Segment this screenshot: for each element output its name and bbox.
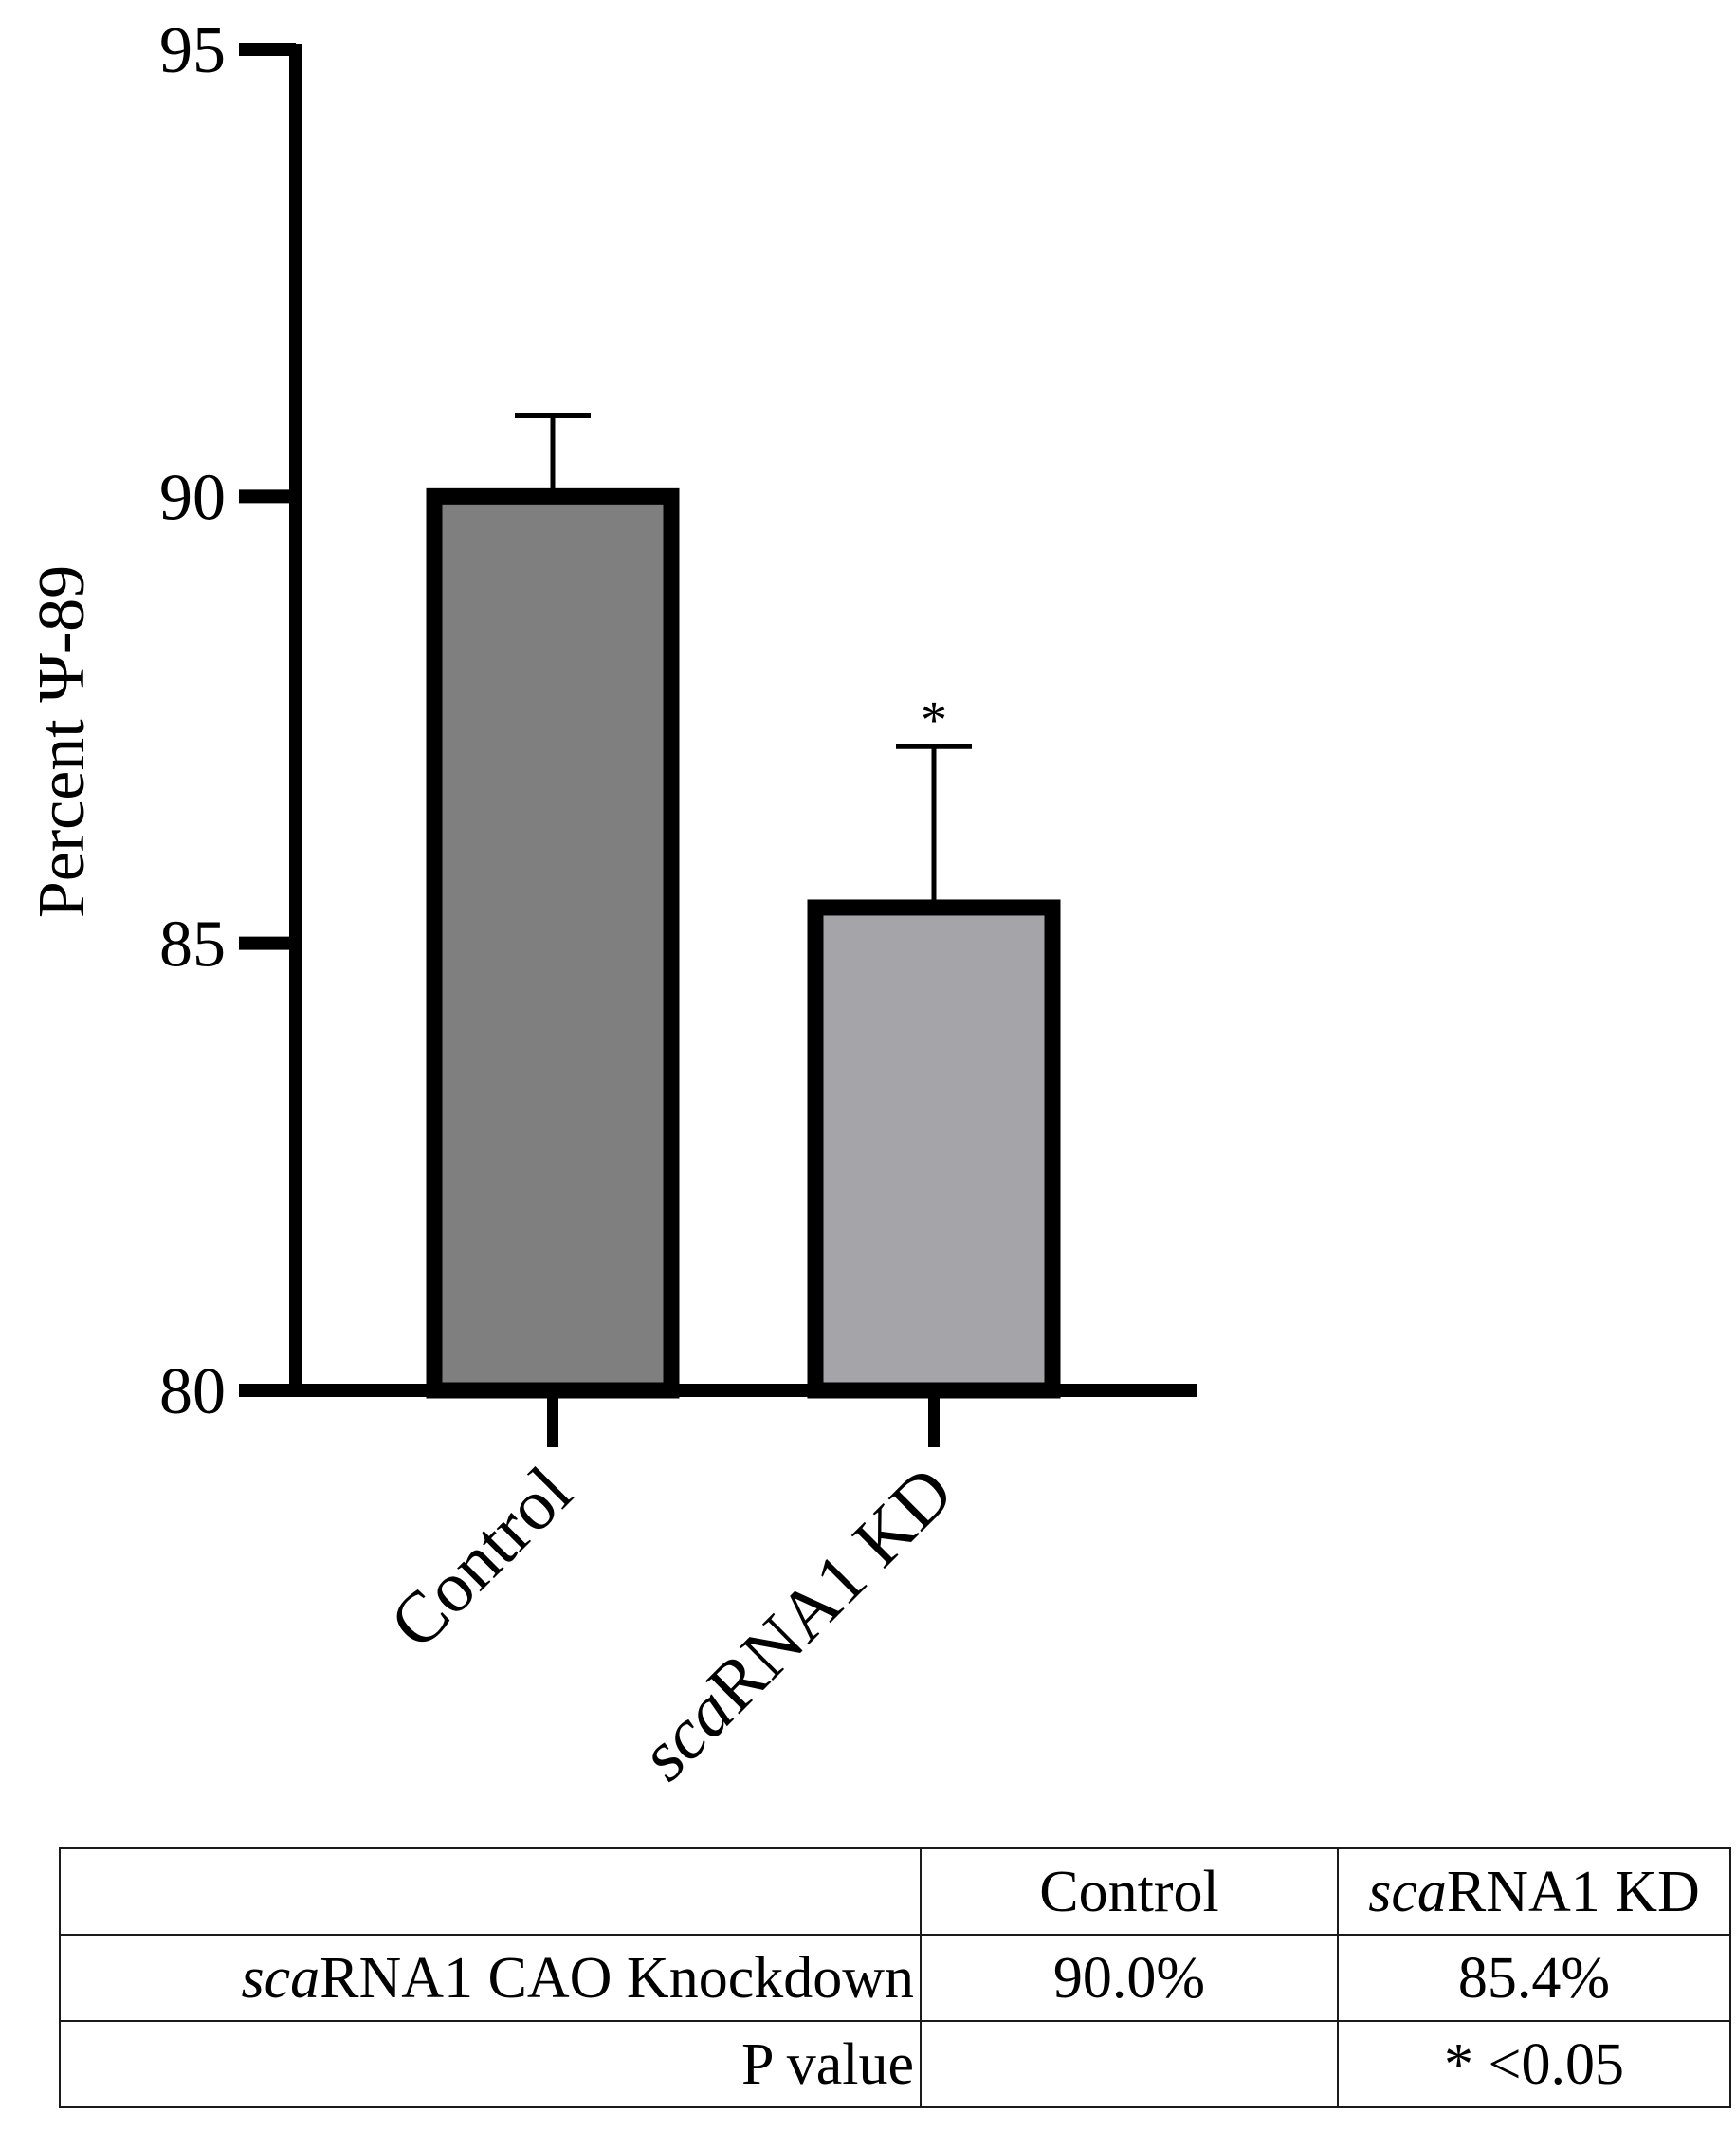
summary-table: Control scaRNA1 KD scaRNA1 CAO Knockdown… <box>59 1847 1731 2108</box>
significance-marker: * <box>921 690 947 749</box>
table-header-kd-italic: sca <box>1368 1859 1447 1924</box>
y-tick-label: 90 <box>159 461 226 534</box>
table-header-blank <box>59 1847 922 1936</box>
cell-kd-pvalue: * <0.05 <box>1337 2020 1731 2108</box>
bar <box>807 899 1061 1399</box>
y-tick-label: 80 <box>159 1355 226 1428</box>
row-label-pvalue: P value <box>59 2020 922 2108</box>
bars: * <box>426 413 1061 1399</box>
x-tick-label-rest: Control <box>375 1452 587 1664</box>
table-row: scaRNA1 CAO Knockdown 90.0% 85.4% <box>59 1934 1731 2022</box>
table-row: P value * <0.05 <box>59 2020 1731 2108</box>
y-axis-label: Percent Ψ-89 <box>26 565 99 918</box>
table-header-kd: scaRNA1 KD <box>1337 1847 1731 1936</box>
x-tick-label: Control <box>375 1452 587 1664</box>
y-tick-label: 85 <box>159 909 226 982</box>
y-tick-label: 95 <box>159 14 226 87</box>
row-label-italic: sca <box>241 1945 320 2011</box>
row-label-rest: P value <box>741 2031 914 2097</box>
cell-kd-value: 85.4% <box>1337 1934 1731 2022</box>
cell-control-pvalue <box>920 2020 1339 2108</box>
bar <box>426 487 680 1399</box>
table-header-control: Control <box>920 1847 1339 1936</box>
y-ticks: 80 85 90 95 <box>159 14 296 1428</box>
table-header-row: Control scaRNA1 KD <box>59 1847 1731 1936</box>
row-label-rest: RNA1 CAO Knockdown <box>320 1945 914 2011</box>
x-tick-label-rest: RNA1 KD <box>692 1452 968 1728</box>
table-header-kd-rest: RNA1 KD <box>1446 1859 1700 1924</box>
x-tick-label: scaRNA1 KD <box>625 1452 968 1795</box>
cell-control-value: 90.0% <box>920 1934 1339 2022</box>
row-label-knockdown: scaRNA1 CAO Knockdown <box>59 1934 922 2022</box>
